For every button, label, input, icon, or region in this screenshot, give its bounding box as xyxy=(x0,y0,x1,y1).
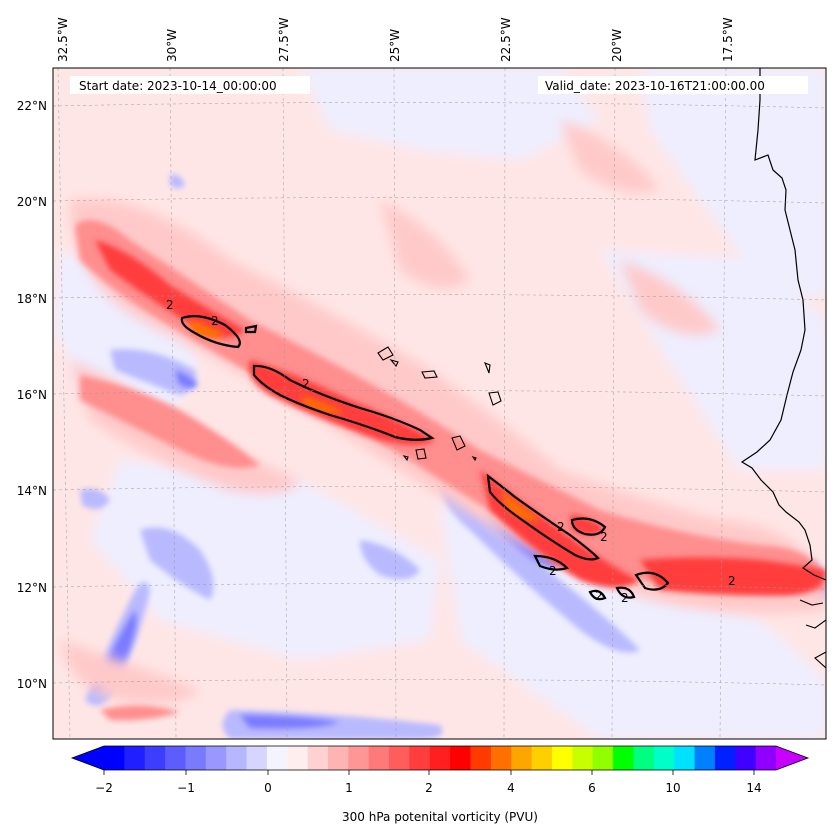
colorbar-tick-label: −2 xyxy=(95,781,113,795)
colorbar-cell xyxy=(429,746,451,770)
colorbar-cell xyxy=(714,746,736,770)
colorbar-cell xyxy=(307,746,329,770)
colorbar-cells xyxy=(104,746,777,770)
colorbar-tick-label: −1 xyxy=(177,781,195,795)
graticule xyxy=(53,68,826,739)
colorbar-tick-label: 4 xyxy=(507,781,515,795)
colorbar-cell xyxy=(592,746,614,770)
colorbar-label: 300 hPa potenital vorticity (PVU) xyxy=(342,810,538,824)
colorbar-cell xyxy=(185,746,207,770)
colorbar-tick-label: 1 xyxy=(345,781,353,795)
colorbar-cell xyxy=(613,746,635,770)
contour-label: 2 xyxy=(595,589,603,603)
colorbar-cell xyxy=(287,746,309,770)
colorbar-tick-label: 10 xyxy=(665,781,680,795)
valid-date-box xyxy=(538,76,808,94)
colorbar-cell xyxy=(470,746,492,770)
colorbar-cell xyxy=(552,746,573,770)
colorbar-cell xyxy=(348,746,370,770)
lat-tick-label: 14°N xyxy=(17,484,47,498)
lon-tick-label: 20°W xyxy=(610,29,624,62)
contour-label: 2 xyxy=(600,530,608,544)
lat-tick-label: 12°N xyxy=(17,581,47,595)
colorbar-cell xyxy=(450,746,472,770)
colorbar-cell xyxy=(389,746,411,770)
start-date-text: Start date: 2023-10-14_00:00:00 xyxy=(79,79,277,93)
lat-tick-label: 18°N xyxy=(17,292,47,306)
colorbar-cell xyxy=(124,746,146,770)
contour-label: 2 xyxy=(166,298,174,312)
contour-label: 2 xyxy=(549,564,557,578)
colorbar-cell xyxy=(511,746,533,770)
colorbar-over-arrow xyxy=(776,746,808,770)
colorbar-cell xyxy=(674,746,696,770)
latitude-labels: 22°N 20°N 18°N 16°N 14°N 12°N 10°N xyxy=(17,99,47,691)
colorbar-cell xyxy=(735,746,757,770)
pv-2-contours xyxy=(180,315,670,601)
valid-date-text: Valid_date: 2023-10-16T21:00:00.00 xyxy=(545,79,765,93)
lat-tick-label: 20°N xyxy=(17,195,47,209)
start-date-box xyxy=(70,76,310,94)
contour-label: 2 xyxy=(302,377,310,391)
colorbar-cell xyxy=(572,746,594,770)
colorbar-cell xyxy=(409,746,431,770)
colorbar-cell xyxy=(490,746,512,770)
lon-tick-label: 32.5°W xyxy=(56,17,70,62)
contour-label: 2 xyxy=(557,520,565,534)
colorbar-cell xyxy=(165,746,187,770)
cape-verde-islands xyxy=(377,346,502,462)
pv-max-cores xyxy=(190,320,540,522)
contour-label-group: 2 2 2 2 2 2 2 2 2 xyxy=(166,298,736,605)
colorbar-cell xyxy=(205,746,227,770)
colorbar: −2 −1 0 1 2 4 6 10 14 300 hPa potenital vorticit… xyxy=(70,745,810,824)
colorbar-cell xyxy=(266,746,288,770)
contour-label: 2 xyxy=(211,314,219,328)
contour-label: 2 xyxy=(728,574,736,588)
lon-tick-label: 22.5°W xyxy=(499,17,513,62)
colorbar-tick-label: 14 xyxy=(746,781,761,795)
colorbar-tick-label: 2 xyxy=(425,781,433,795)
colorbar-ticks: −2 −1 0 1 2 4 6 10 14 xyxy=(95,770,762,795)
colorbar-cell xyxy=(653,746,675,770)
colorbar-cell xyxy=(104,746,125,770)
contour-label: 2 xyxy=(621,591,629,605)
lat-tick-label: 22°N xyxy=(17,99,47,113)
lat-tick-label: 10°N xyxy=(17,677,47,691)
coast-detail xyxy=(799,599,826,669)
colorbar-cell xyxy=(144,746,166,770)
colorbar-cell xyxy=(328,746,349,770)
colorbar-cell xyxy=(531,746,553,770)
colorbar-tick-label: 0 xyxy=(264,781,272,795)
colorbar-cell xyxy=(755,746,777,770)
colorbar-under-arrow xyxy=(72,746,104,770)
lon-tick-label: 25°W xyxy=(388,29,402,62)
lon-tick-label: 17.5°W xyxy=(721,17,735,62)
colorbar-cell xyxy=(633,746,655,770)
colorbar-cell xyxy=(694,746,716,770)
colorbar-tick-label: 6 xyxy=(588,781,596,795)
map-panel xyxy=(53,68,826,739)
colorbar-cell xyxy=(368,746,390,770)
lon-tick-label: 27.5°W xyxy=(277,17,291,62)
lon-tick-label: 30°W xyxy=(165,29,179,62)
colorbar-cell xyxy=(226,746,248,770)
lat-tick-label: 16°N xyxy=(17,388,47,402)
pv-band xyxy=(75,220,826,721)
map-frame xyxy=(52,67,827,740)
colorbar-cell xyxy=(246,746,268,770)
longitude-labels: 32.5°W 30°W 27.5°W 25°W 22.5°W 20°W 17.5… xyxy=(56,17,735,62)
